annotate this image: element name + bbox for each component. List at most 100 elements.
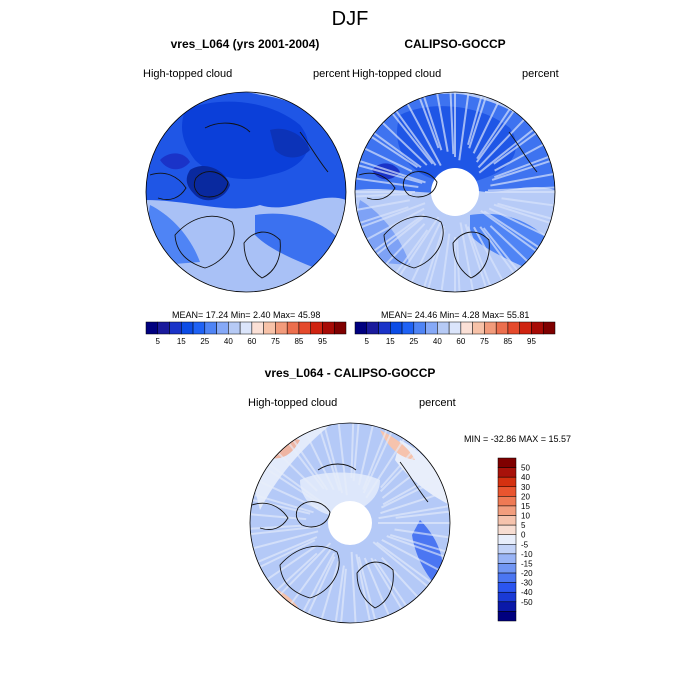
streak [475,110,515,163]
streak [423,225,445,288]
streak [491,160,551,181]
colorbar-box [366,321,379,335]
colorbar-tick-label: 15 [177,337,186,346]
colorbar-box [448,321,462,335]
streak [277,452,318,492]
colorbar-tick-label: 85 [503,337,512,346]
colorbar-tick-label: -20 [521,569,533,578]
colorbar-box [497,476,517,488]
panel-3-units: percent [419,397,456,409]
streak [334,565,345,623]
streak [418,98,440,149]
colorbar-tick-label: 60 [247,337,256,346]
colorbar-box [298,321,311,335]
colorbar-tick-label: 75 [271,337,280,346]
streak [480,210,537,252]
streak [357,556,377,621]
streak [362,429,388,490]
colorbar-box [497,611,517,622]
streak [489,225,528,262]
colorbar-box [239,321,253,335]
colorbar-box [275,321,288,335]
streak [376,216,424,256]
streak [357,425,374,486]
panel-1-map-border [145,91,347,293]
figure-title: DJF [331,8,369,30]
streak [456,239,461,292]
streak [355,554,371,622]
streak [488,207,546,237]
streak [490,173,554,187]
colorbar-box [497,457,517,468]
colorbar-box [322,321,335,335]
panel-2-map-border [354,91,556,293]
colorbar-box [497,524,517,535]
streak [362,431,393,494]
colorbar-box [181,321,194,335]
streak [363,557,390,616]
colorbar-box [204,321,217,335]
streak [436,93,449,152]
streak [366,207,425,241]
colorbar-box [145,321,159,335]
colorbar-tick-label: 20 [521,492,530,501]
colorbar-box [497,591,517,603]
colorbar-box [497,553,517,564]
streak [364,147,413,173]
streak [355,192,413,198]
streak [464,224,487,288]
colorbar-box [401,321,415,335]
colorbar-tick-label: -15 [521,559,533,568]
colorbar-box [310,321,323,335]
colorbar-tick-label: -30 [521,579,533,588]
panel-3-streaks [250,423,450,623]
streak [371,136,418,169]
streak [318,427,341,491]
streak [468,96,487,149]
colorbar-box [497,563,517,574]
streak [449,92,455,155]
colorbar-tick-label: 5 [365,337,370,346]
colorbar-box [497,572,517,583]
streak [476,108,511,160]
streak [288,443,325,490]
colorbar-box [497,582,517,593]
colorbar-box [192,321,206,335]
streak [477,119,525,169]
streak [370,557,403,610]
streak [258,480,319,510]
streak [458,92,470,161]
streak [365,438,406,499]
streak [473,226,504,281]
colorbar-tick-label: 60 [456,337,465,346]
streak [376,541,432,583]
colorbar-tick-label: 95 [527,337,536,346]
streak [497,202,552,220]
colorbar-tick-label: 95 [318,337,327,346]
panel-2-units: percent [522,68,559,80]
streak [302,552,336,612]
colorbar-box [460,321,473,335]
colorbar-box [497,515,517,526]
streak [340,568,347,623]
streak [275,552,318,592]
panel-3-stats: MIN = -32.86 MAX = 15.57 [464,434,572,444]
colorbar-box [542,321,556,335]
streak [352,423,360,482]
streak [467,95,483,146]
streak [358,164,423,184]
colorbar-tick-label: 50 [521,464,530,473]
streak [252,499,311,515]
panel-1-variable: High-topped cloud [143,68,233,80]
streak [359,206,409,224]
streak [381,461,430,499]
panel-2-coastlines [358,131,538,279]
streak [478,128,534,174]
colorbar-box [495,321,509,335]
streak [399,216,440,276]
colorbar-box [425,321,438,335]
colorbar-box [437,321,450,335]
streak [265,467,324,507]
